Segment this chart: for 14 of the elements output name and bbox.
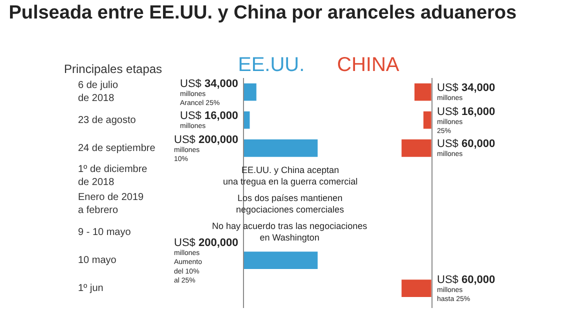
series-label: CHINA [337,54,400,76]
y-tick-label: 6 de julio de 2018 [78,80,118,104]
series-label: EE.UU. [238,54,305,76]
y-tick-label: 10 mayo [78,255,117,266]
y-tick-label: 23 de agosto [78,115,136,126]
y-tick-label: 24 de septiembre [78,143,156,154]
y-tick-label: 9 - 10 mayo [78,227,132,238]
y-tick-label: Enero de 2019 a febrero [78,192,144,216]
annotation: Los dos países mantienen negociaciones comerciales [236,193,345,215]
y-axis-title: Principales etapas [64,62,162,76]
y-tick-label: 1º jun [78,283,104,294]
annotation: EE.UU. y China aceptan una tregua en la guerra comercial [223,165,358,187]
chart-title: Pulseada entre EE.UU. y China por aranceles aduaneros [8,2,517,24]
y-tick-label: 1º de diciembre de 2018 [78,164,148,188]
